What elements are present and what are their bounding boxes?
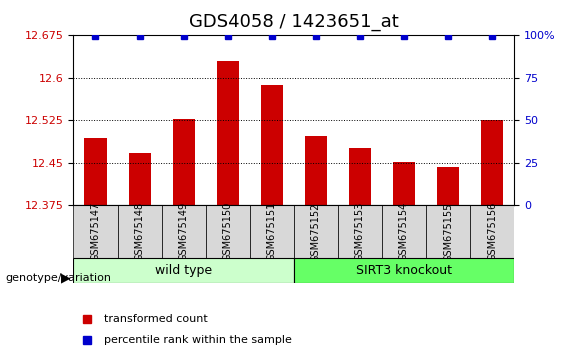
- Text: GSM675153: GSM675153: [355, 202, 365, 262]
- Text: GSM675152: GSM675152: [311, 202, 321, 262]
- Bar: [393, 162, 415, 205]
- Text: GSM675147: GSM675147: [90, 202, 101, 262]
- Text: GSM675149: GSM675149: [179, 202, 189, 262]
- Bar: [349, 148, 371, 205]
- Bar: [173, 119, 194, 205]
- Text: SIRT3 knockout: SIRT3 knockout: [356, 264, 452, 277]
- Bar: [261, 85, 283, 205]
- Title: GDS4058 / 1423651_at: GDS4058 / 1423651_at: [189, 13, 399, 32]
- Bar: [118, 205, 162, 258]
- Bar: [73, 258, 294, 283]
- Text: GSM675154: GSM675154: [399, 202, 409, 262]
- Text: GSM675150: GSM675150: [223, 202, 233, 262]
- Bar: [470, 205, 514, 258]
- Text: percentile rank within the sample: percentile rank within the sample: [105, 335, 292, 345]
- Bar: [305, 136, 327, 205]
- Bar: [73, 205, 118, 258]
- Bar: [250, 205, 294, 258]
- Bar: [294, 258, 514, 283]
- Bar: [128, 153, 150, 205]
- Bar: [85, 138, 106, 205]
- Text: GSM675156: GSM675156: [487, 202, 497, 262]
- Bar: [294, 205, 338, 258]
- Text: wild type: wild type: [155, 264, 212, 277]
- Text: genotype/variation: genotype/variation: [6, 273, 112, 283]
- Bar: [206, 205, 250, 258]
- Text: GSM675155: GSM675155: [443, 202, 453, 262]
- Bar: [426, 205, 470, 258]
- Text: ▶: ▶: [61, 272, 71, 284]
- Text: GSM675151: GSM675151: [267, 202, 277, 262]
- Bar: [338, 205, 382, 258]
- Bar: [217, 61, 238, 205]
- Bar: [162, 205, 206, 258]
- Bar: [481, 120, 503, 205]
- Bar: [437, 167, 459, 205]
- Text: GSM675148: GSM675148: [134, 202, 145, 262]
- Text: transformed count: transformed count: [105, 314, 208, 324]
- Bar: [382, 205, 426, 258]
